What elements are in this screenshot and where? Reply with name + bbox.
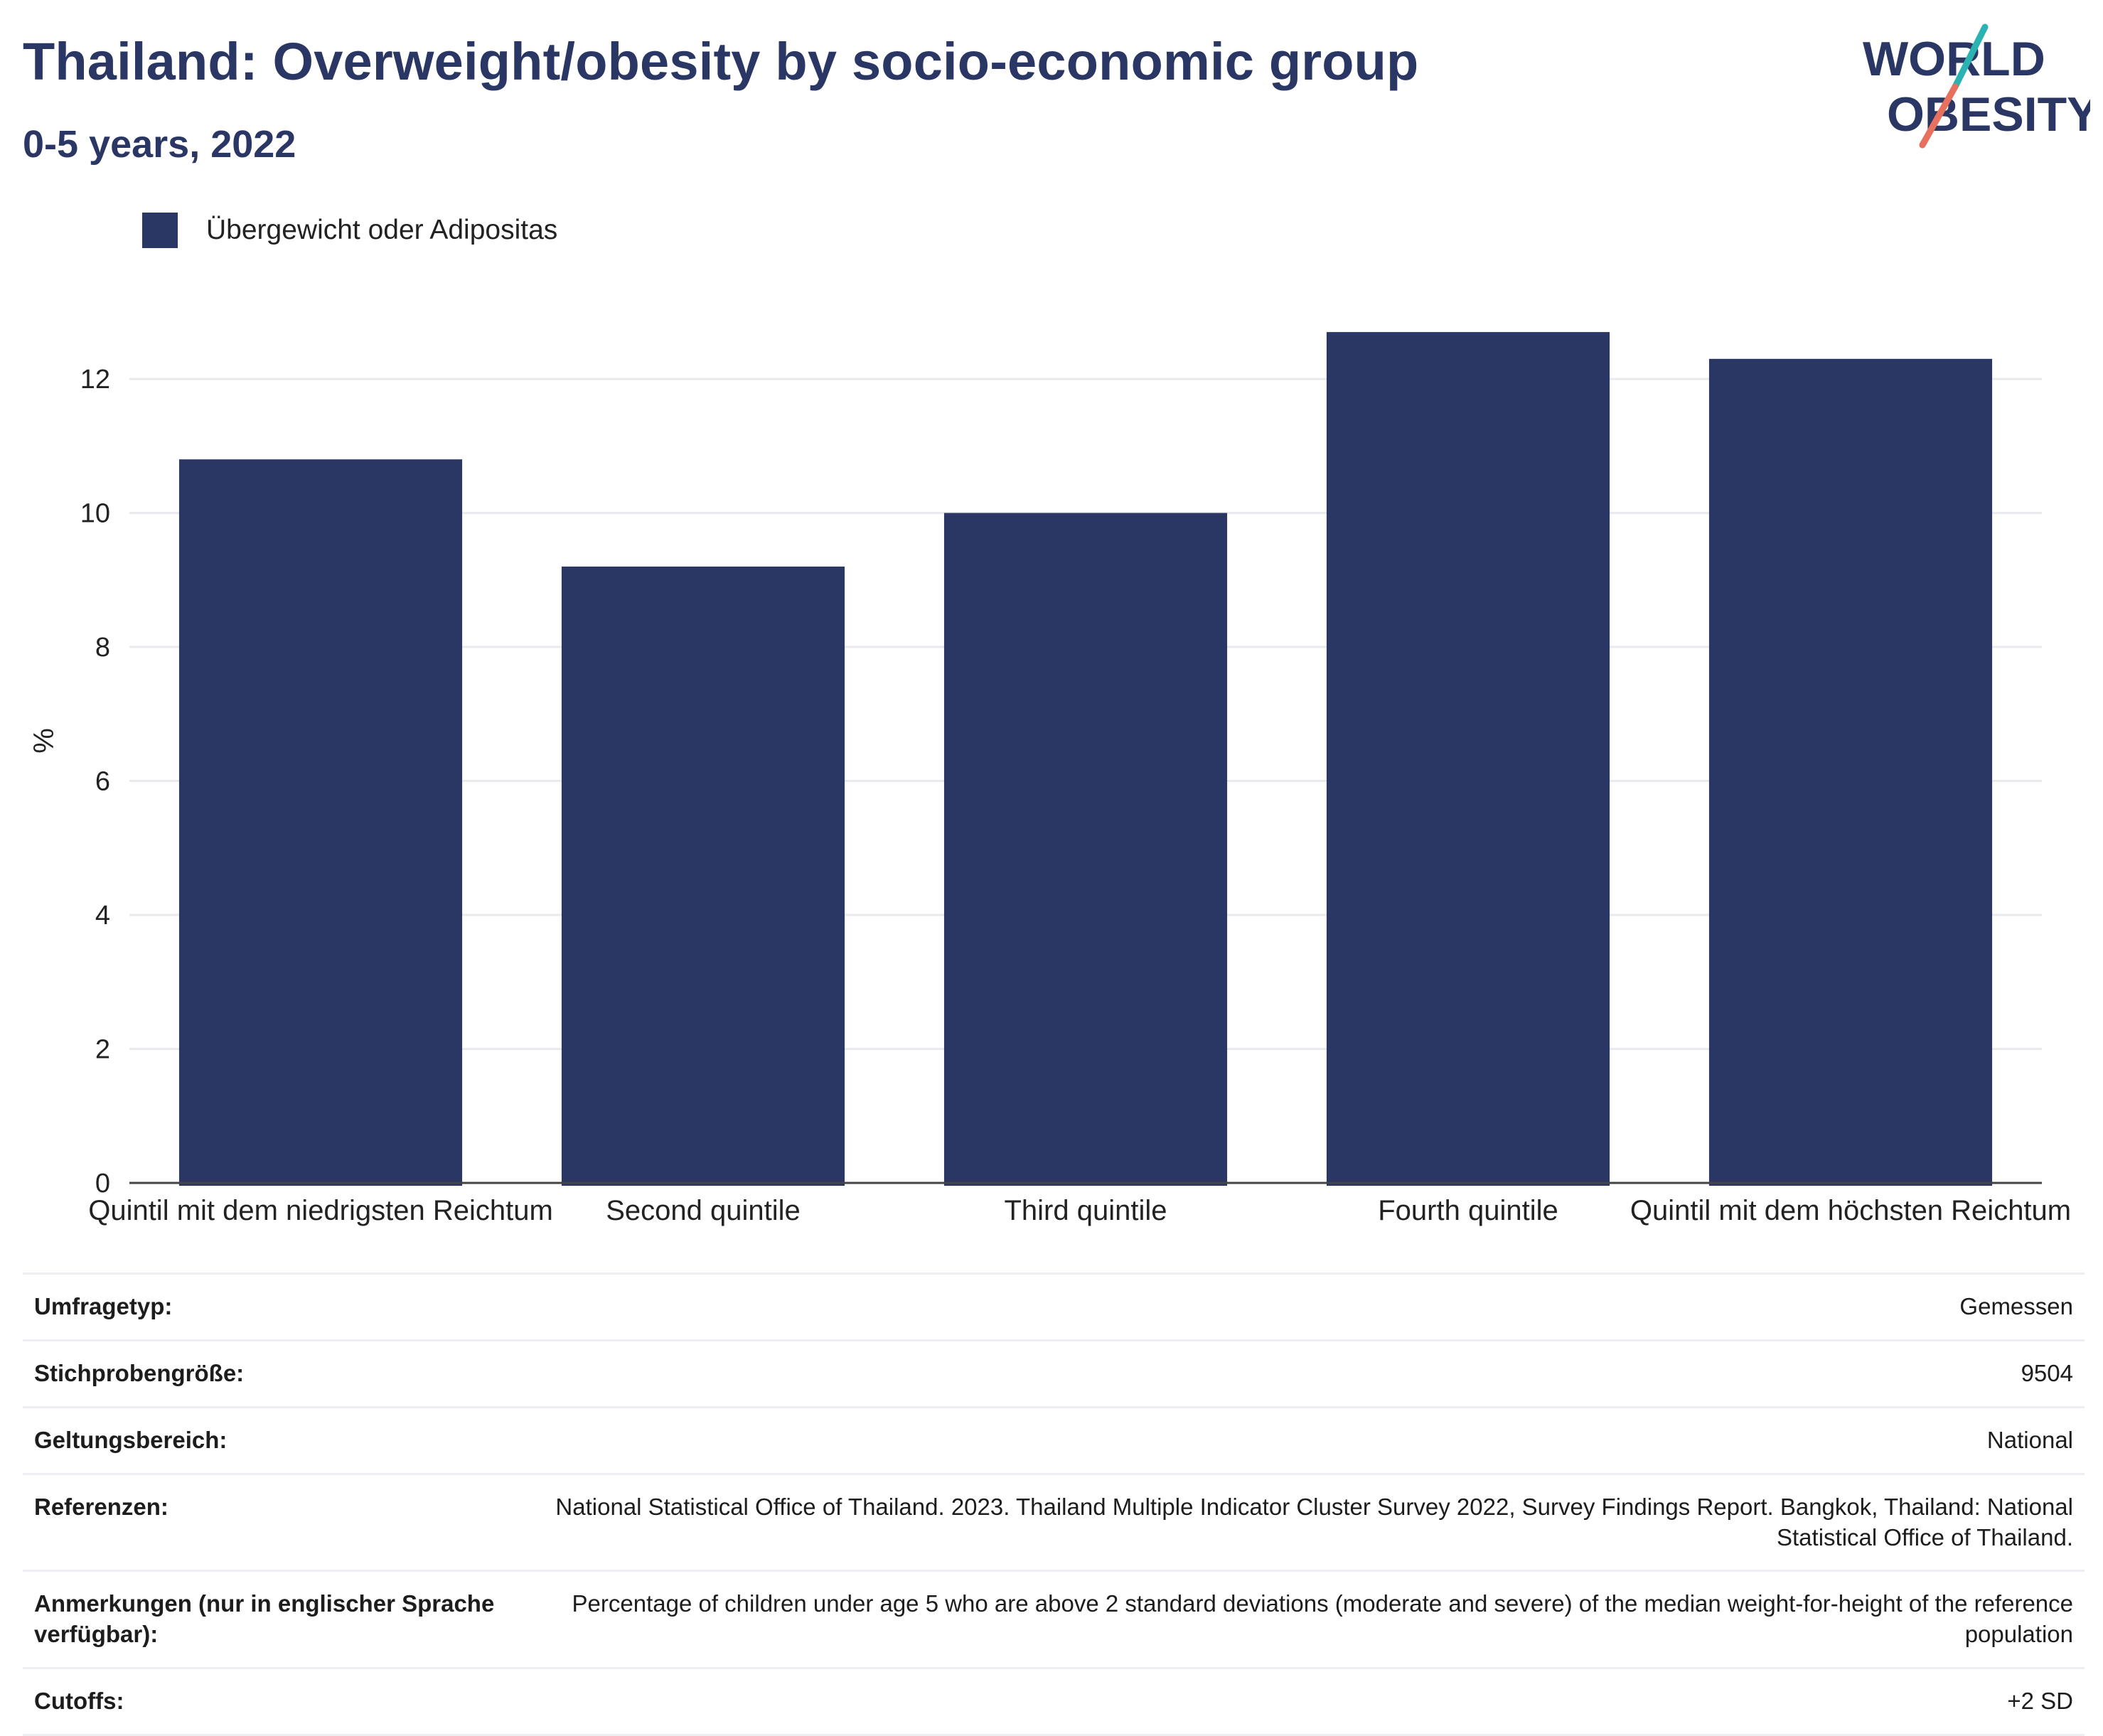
chart-title: Thailand: Overweight/obesity by socio-ec… xyxy=(23,32,1419,91)
y-tick-label: 8 xyxy=(95,633,110,663)
bar xyxy=(1708,358,1993,1186)
y-tick-label: 4 xyxy=(95,901,110,931)
info-row: Stichprobengröße: 9504 xyxy=(23,1340,2085,1407)
x-tick-label: Third quintile xyxy=(1004,1195,1167,1226)
chart-subtitle: 0-5 years, 2022 xyxy=(23,123,296,166)
info-value: National xyxy=(1986,1426,2073,1453)
info-key: Anmerkungen (nur in englischer Sprache v… xyxy=(34,1590,495,1648)
info-value: +2 SD xyxy=(2007,1688,2073,1715)
survey-info-table: Umfragetyp: Gemessen Stichprobengröße: 9504… xyxy=(23,1272,2085,1736)
legend-label: Übergewicht oder Adipositas xyxy=(206,215,558,245)
y-tick-label: 10 xyxy=(80,499,110,529)
y-tick-label: 2 xyxy=(95,1035,110,1065)
info-value: Percentage of children under age 5 who a… xyxy=(572,1590,2073,1648)
info-row: Cutoffs: +2 SD xyxy=(23,1668,2085,1735)
bar-chart: 0 2 4 6 8 10 12% Quintil mit dem niedrigsten Re… xyxy=(28,332,2071,1226)
info-key: Cutoffs: xyxy=(34,1688,124,1715)
bar xyxy=(943,513,1228,1186)
y-axis-title: % xyxy=(28,728,60,754)
bar xyxy=(561,566,845,1186)
info-value: National Statistical Office of Thailand.… xyxy=(555,1493,2073,1550)
logo-word-world: WORLD xyxy=(1863,32,2045,86)
y-tick-label: 12 xyxy=(80,365,110,395)
x-tick-label: Quintil mit dem höchsten Reichtum xyxy=(1630,1195,2071,1226)
logo-slash-coral xyxy=(1919,83,1959,149)
logo-slash-teal xyxy=(1952,23,1989,90)
bar xyxy=(1326,332,1610,1186)
info-key: Umfragetyp: xyxy=(34,1293,173,1319)
info-row: Geltungsbereich: National xyxy=(23,1407,2085,1474)
y-tick-label: 6 xyxy=(95,767,110,797)
info-row: Anmerkungen (nur in englischer Sprache v… xyxy=(23,1570,2085,1668)
logo-word-obesity: OBESITY xyxy=(1887,87,2090,141)
world-obesity-logo: WORLD OBESITY xyxy=(1863,23,2090,149)
info-key: Referenzen: xyxy=(34,1493,168,1520)
bar xyxy=(178,459,463,1186)
y-tick-label: 0 xyxy=(95,1169,110,1199)
x-tick-label: Second quintile xyxy=(606,1195,801,1226)
info-row: Referenzen: National Statistical Office o… xyxy=(23,1474,2085,1571)
info-row: Umfragetyp: Gemessen xyxy=(23,1273,2085,1341)
info-value: 9504 xyxy=(2021,1359,2073,1386)
chart-legend[interactable]: Übergewicht oder Adipositas xyxy=(142,210,557,250)
x-tick-label: Fourth quintile xyxy=(1378,1195,1558,1226)
legend-swatch xyxy=(142,213,178,248)
info-key: Geltungsbereich: xyxy=(34,1426,228,1453)
info-key: Stichprobengröße: xyxy=(34,1359,245,1386)
info-value: Gemessen xyxy=(1959,1293,2073,1319)
x-tick-label: Quintil mit dem niedrigsten Reichtum xyxy=(88,1195,553,1226)
